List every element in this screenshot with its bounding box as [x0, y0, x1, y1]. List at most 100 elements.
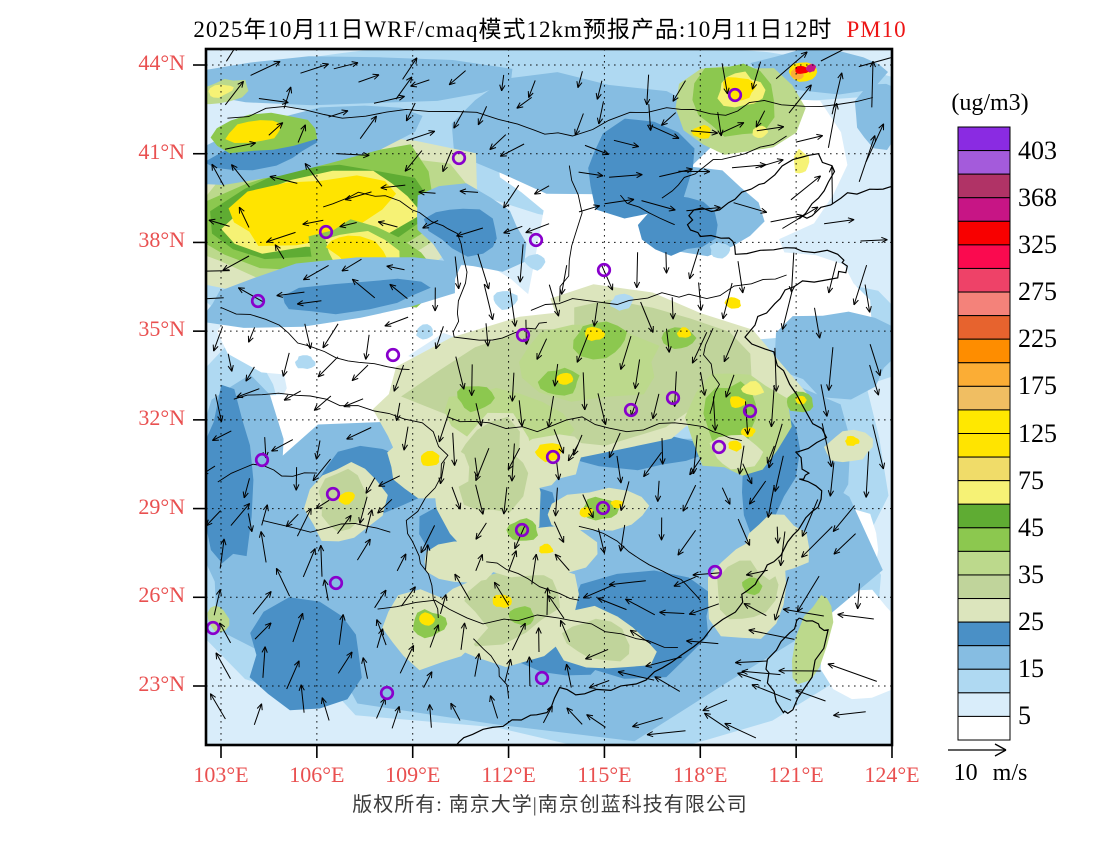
- wind-arrow-head: [853, 299, 859, 306]
- colorbar-tick-label: 225: [1018, 324, 1057, 354]
- wind-arrow-head: [210, 693, 216, 698]
- wind-arrow: [775, 51, 808, 80]
- wind-arrow-head: [386, 264, 394, 267]
- wind-arrow: [643, 452, 663, 477]
- wind-arrow-head: [661, 122, 668, 126]
- wind-arrow: [503, 184, 520, 209]
- wind-arrow-head: [406, 76, 413, 81]
- wind-arrow: [831, 166, 833, 205]
- colorbar-tick-label: 325: [1018, 229, 1057, 259]
- wind-arrow: [725, 374, 735, 398]
- wind-arrow: [519, 244, 524, 283]
- province-border: [578, 525, 701, 601]
- lon-label: 115°E: [577, 762, 632, 787]
- province-border: [530, 274, 787, 311]
- map-blob: [752, 125, 769, 138]
- wind-arrow-head: [780, 323, 783, 330]
- wind-arrow: [588, 680, 610, 689]
- wind-arrow-head: [339, 614, 344, 621]
- wind-arrow: [373, 95, 405, 104]
- wind-arrow: [477, 106, 488, 126]
- wind-arrow-head: [686, 640, 693, 645]
- wind-arrow-head: [208, 218, 216, 221]
- wind-arrow: [748, 629, 795, 640]
- wind-arrow: [766, 445, 775, 464]
- wind-arrow-head: [215, 652, 222, 658]
- wind-arrow-head: [865, 306, 871, 313]
- wind-arrow-head: [881, 239, 888, 244]
- wind-arrow-head: [535, 627, 540, 634]
- wind-arrow-head: [597, 597, 603, 604]
- wind-arrow-head: [833, 551, 841, 555]
- wind-arrow: [266, 231, 296, 243]
- wind-arrow-head: [359, 518, 365, 524]
- wind-arrow-head: [686, 638, 693, 642]
- wind-arrow: [613, 139, 639, 148]
- wind-arrow-head: [819, 331, 822, 339]
- wind-arrow-head: [456, 231, 462, 237]
- wind-arrow-head: [503, 232, 511, 234]
- wind-arrow-head: [601, 419, 606, 426]
- wind-arrow-head: [774, 615, 780, 621]
- map-blob: [805, 63, 816, 73]
- wind-arrow-head: [841, 72, 844, 80]
- wind-arrow-head: [633, 281, 638, 288]
- wind-arrow-head: [605, 418, 608, 425]
- wind-arrow-head: [380, 187, 388, 191]
- wind-arrow-head: [746, 479, 753, 485]
- wind-arrow: [283, 390, 302, 401]
- wind-arrow-head: [548, 595, 555, 600]
- wind-arrow-head: [208, 219, 215, 225]
- wind-arrow-head: [489, 143, 493, 150]
- wind-arrow: [250, 61, 281, 76]
- wind-arrow-head: [743, 603, 749, 610]
- province-border: [377, 599, 678, 649]
- wind-arrow-head: [411, 57, 418, 62]
- wind-arrow: [548, 284, 560, 317]
- wind-arrow-head: [652, 413, 658, 420]
- wind-arrow-head: [669, 205, 676, 211]
- wind-arrow-head: [603, 546, 607, 554]
- colorbar-tick-label: 45: [1018, 512, 1044, 542]
- map-blob: [206, 56, 513, 106]
- wind-arrow-head: [827, 662, 835, 665]
- wind-arrow-head: [534, 188, 539, 195]
- wind-arrow-head: [588, 513, 594, 519]
- wind-arrow-head: [339, 226, 347, 229]
- wind-arrow: [731, 164, 767, 169]
- lat-label: 41°N: [138, 138, 185, 164]
- wind-arrow: [313, 395, 332, 411]
- wind-arrow: [475, 522, 487, 540]
- wind-arrow-head: [404, 164, 408, 172]
- wind-arrow-head: [628, 198, 635, 204]
- wind-arrow-head: [697, 304, 702, 311]
- wind-arrow-head: [281, 369, 284, 377]
- wind-arrow-head: [636, 171, 643, 176]
- wind-arrow-head: [477, 420, 482, 427]
- wind-arrow: [689, 603, 719, 615]
- wind-arrow-head: [380, 184, 387, 189]
- wind-arrow: [471, 364, 473, 396]
- wind-arrow-head: [596, 175, 604, 178]
- wind-arrow-head: [453, 123, 460, 129]
- wind-arrow-head: [223, 538, 227, 546]
- wind-arrow: [395, 76, 413, 100]
- wind-arrow-head: [363, 152, 370, 156]
- wind-arrow: [323, 579, 329, 601]
- wind-arrow-head: [673, 581, 679, 587]
- wind-arrow: [620, 524, 626, 552]
- wind-arrow-head: [724, 723, 730, 729]
- wind-arrow-head: [247, 526, 253, 532]
- wind-arrow-head: [832, 528, 840, 533]
- wind-arrow-head: [797, 607, 803, 613]
- wind-arrow-head: [351, 377, 359, 382]
- wind-arrow-head: [620, 545, 625, 552]
- wind-arrow: [269, 176, 298, 184]
- wind-arrow: [206, 465, 216, 473]
- wind-arrow-head: [429, 704, 434, 711]
- wind-arrow-head: [783, 607, 790, 610]
- wind-arrow-head: [434, 304, 439, 312]
- colorbar-tick-label: 5: [1018, 701, 1031, 731]
- wind-arrow: [209, 693, 226, 720]
- wind-arrow-head: [535, 553, 539, 561]
